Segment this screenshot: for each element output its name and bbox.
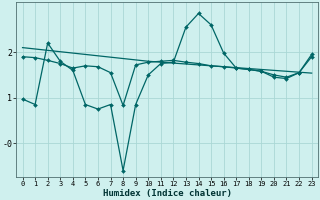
X-axis label: Humidex (Indice chaleur): Humidex (Indice chaleur) xyxy=(103,189,232,198)
